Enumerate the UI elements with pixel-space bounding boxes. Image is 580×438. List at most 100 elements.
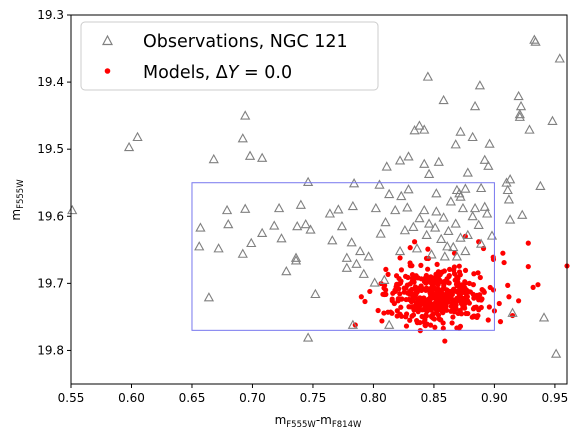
model-point bbox=[434, 286, 441, 292]
y-tick-label: 19.3 bbox=[37, 8, 64, 22]
observation-point bbox=[450, 218, 461, 228]
observation-point bbox=[524, 124, 535, 134]
observation-point bbox=[302, 332, 314, 342]
model-point bbox=[478, 304, 484, 311]
model-point bbox=[431, 294, 437, 300]
observation-point bbox=[547, 115, 558, 125]
observation-point bbox=[554, 53, 565, 63]
observation-point bbox=[457, 202, 469, 213]
observation-point bbox=[423, 168, 435, 178]
model-point bbox=[441, 278, 447, 285]
model-point bbox=[440, 325, 446, 331]
observation-point bbox=[436, 233, 447, 244]
model-point bbox=[458, 311, 465, 317]
observation-point bbox=[273, 202, 285, 213]
observation-point bbox=[403, 184, 414, 194]
observation-point bbox=[445, 196, 456, 206]
model-point bbox=[418, 262, 424, 268]
observation-point bbox=[475, 182, 487, 193]
observation-point bbox=[358, 268, 369, 278]
observation-point bbox=[503, 194, 515, 204]
observation-point bbox=[462, 229, 473, 240]
model-point bbox=[486, 304, 492, 310]
model-point bbox=[442, 338, 448, 344]
legend: Observations, NGC 121 Models, ΔY = 0.0 bbox=[80, 21, 379, 91]
x-tick-label: 0.60 bbox=[118, 391, 145, 405]
observation-point bbox=[505, 214, 516, 224]
observation-point bbox=[538, 312, 550, 322]
legend-models-label-italic: Y bbox=[228, 63, 240, 83]
model-point bbox=[445, 299, 451, 305]
model-point bbox=[465, 298, 471, 305]
model-point bbox=[440, 320, 446, 326]
observation-point bbox=[223, 218, 234, 229]
observation-point bbox=[431, 206, 442, 216]
observation-point bbox=[419, 204, 430, 215]
model-point bbox=[413, 301, 419, 307]
model-point bbox=[462, 288, 468, 295]
model-point bbox=[383, 266, 389, 272]
model-point bbox=[393, 284, 399, 290]
y-axis-label: mF555W bbox=[9, 179, 26, 221]
legend-models-label: Models, ΔY = 0.0 bbox=[143, 63, 292, 83]
observation-point bbox=[443, 225, 454, 235]
observation-point bbox=[438, 212, 449, 222]
model-point bbox=[462, 295, 468, 301]
observation-point bbox=[505, 174, 516, 184]
model-point bbox=[414, 317, 420, 324]
model-point bbox=[358, 294, 364, 300]
model-point bbox=[449, 303, 455, 309]
observation-point bbox=[244, 150, 256, 160]
observation-point bbox=[439, 251, 450, 261]
model-point bbox=[383, 287, 389, 293]
model-point bbox=[422, 276, 428, 283]
model-point bbox=[421, 295, 427, 301]
observation-point bbox=[237, 133, 248, 143]
model-point bbox=[414, 288, 421, 294]
model-point bbox=[434, 294, 441, 301]
model-point bbox=[429, 290, 435, 296]
model-point bbox=[425, 246, 431, 252]
model-point bbox=[473, 304, 479, 310]
model-point bbox=[403, 323, 410, 329]
observation-point bbox=[507, 307, 518, 317]
model-point bbox=[431, 281, 437, 287]
model-point bbox=[516, 298, 522, 304]
observation-point bbox=[473, 219, 484, 229]
model-point bbox=[475, 294, 481, 301]
observation-point bbox=[295, 199, 306, 209]
model-point bbox=[409, 313, 415, 319]
observation-point bbox=[535, 180, 546, 191]
observation-point bbox=[246, 237, 257, 248]
x-tick-label: 0.65 bbox=[179, 391, 206, 405]
model-point bbox=[411, 307, 417, 313]
observation-point bbox=[448, 241, 459, 252]
observation-point bbox=[454, 188, 465, 198]
observation-point bbox=[341, 252, 352, 262]
model-point bbox=[411, 292, 417, 299]
legend-triangle-marker bbox=[102, 34, 113, 46]
model-point bbox=[389, 310, 395, 316]
model-point bbox=[397, 291, 403, 297]
model-point bbox=[474, 314, 480, 320]
observation-point bbox=[379, 274, 390, 284]
x-tick-label: 0.85 bbox=[421, 391, 448, 405]
model-point bbox=[385, 271, 391, 277]
model-point bbox=[463, 310, 469, 317]
observation-point bbox=[194, 241, 205, 251]
observation-point bbox=[513, 90, 524, 101]
observation-point bbox=[257, 227, 268, 237]
model-point bbox=[380, 291, 386, 297]
x-tick-label: 0.75 bbox=[300, 391, 327, 405]
observation-point bbox=[351, 258, 362, 268]
observation-point bbox=[281, 265, 292, 276]
model-point bbox=[466, 280, 473, 286]
x-tick-label: 0.70 bbox=[239, 391, 266, 405]
observation-point bbox=[514, 108, 525, 119]
model-point bbox=[506, 294, 512, 300]
model-point bbox=[434, 261, 440, 267]
legend-models-label-pre: Models, Δ bbox=[143, 63, 228, 83]
observation-point bbox=[290, 255, 302, 265]
x-axis-label-sub2: F814W bbox=[332, 420, 362, 430]
model-point bbox=[431, 277, 437, 283]
